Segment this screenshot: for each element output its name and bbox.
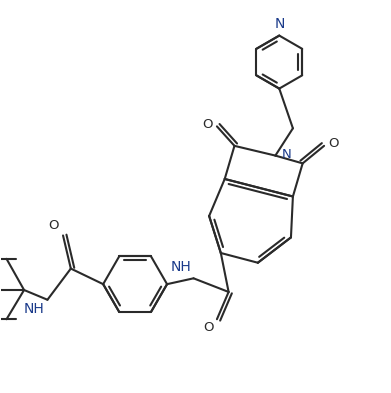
Text: O: O	[48, 219, 59, 231]
Text: O: O	[203, 118, 213, 131]
Text: N: N	[282, 148, 292, 161]
Text: O: O	[328, 138, 339, 151]
Text: N: N	[275, 17, 285, 31]
Text: NH: NH	[171, 261, 192, 274]
Text: NH: NH	[23, 302, 44, 316]
Text: O: O	[203, 321, 214, 334]
